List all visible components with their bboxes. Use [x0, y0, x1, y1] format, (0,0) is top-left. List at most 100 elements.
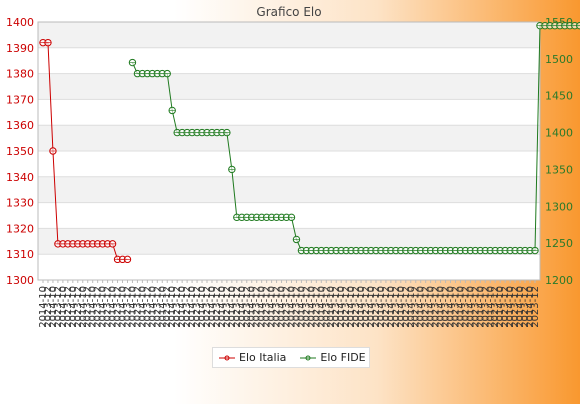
x-tick-label: 2014-10 [177, 286, 188, 328]
plot-band [38, 125, 540, 151]
x-tick-label: 2014-10 [227, 286, 238, 328]
x-tick-label: 2023-12 [371, 286, 382, 328]
y-right-tick-label: 1350 [545, 163, 573, 176]
x-tick-label: 2014-10 [58, 286, 69, 328]
x-tick-label: 2023-12 [113, 286, 124, 328]
x-tick-label: 2014-10 [197, 286, 208, 328]
x-tick-label: 2023-12 [93, 286, 104, 328]
x-tick-label: 2014-10 [108, 286, 119, 328]
x-tick-label: 2014-10 [495, 286, 506, 328]
x-tick-label: 2014-10 [257, 286, 268, 328]
x-tick-label: 2023-12 [83, 286, 94, 328]
y-left-tick-label: 1330 [6, 197, 34, 210]
x-tick-label: 2014-10 [207, 286, 218, 328]
x-tick-label: 2023-12 [272, 286, 283, 328]
x-tick-label: 2014-10 [237, 286, 248, 328]
x-tick-label: 2014-10 [366, 286, 377, 328]
y-right-tick-label: 1250 [545, 237, 573, 250]
x-tick-label: 2023-12 [431, 286, 442, 328]
x-tick-label: 2023-12 [321, 286, 332, 328]
x-tick-label: 2023-12 [470, 286, 481, 328]
y-left-tick-label: 1320 [6, 222, 34, 235]
x-tick-label: 2023-12 [63, 286, 74, 328]
y-left-tick-label: 1340 [6, 171, 34, 184]
x-tick-label: 2023-12 [530, 286, 541, 328]
y-left-tick-label: 1360 [6, 119, 34, 132]
x-tick-label: 2023-12 [331, 286, 342, 328]
y-right-tick-label: 1450 [545, 90, 573, 103]
x-tick-label: 2023-12 [480, 286, 491, 328]
x-tick-label: 2014-10 [406, 286, 417, 328]
y-left-tick-label: 1390 [6, 42, 34, 55]
x-tick-label: 2023-12 [291, 286, 302, 328]
x-tick-label: 2023-12 [182, 286, 193, 328]
x-tick-label: 2014-10 [167, 286, 178, 328]
x-tick-label: 2014-10 [485, 286, 496, 328]
x-tick-label: 2023-12 [401, 286, 412, 328]
x-tick-label: 2023-12 [53, 286, 64, 328]
x-tick-label: 2023-12 [122, 286, 133, 328]
x-tick-label: 2023-12 [202, 286, 213, 328]
x-tick-label: 2014-10 [68, 286, 79, 328]
x-tick-label: 2023-12 [441, 286, 452, 328]
y-left-tick-label: 1400 [6, 16, 34, 29]
legend-item-elo-italia: Elo Italia [219, 351, 286, 364]
x-tick-label: 2023-12 [510, 286, 521, 328]
x-tick-label: 2014-10 [475, 286, 486, 328]
x-tick-label: 2023-12 [242, 286, 253, 328]
x-tick-label: 2023-12 [361, 286, 372, 328]
x-tick-label: 2014-10 [88, 286, 99, 328]
x-tick-label: 2014-10 [48, 286, 59, 328]
x-tick-label: 2014-10 [187, 286, 198, 328]
x-tick-label: 2023-12 [142, 286, 153, 328]
chart-legend: Elo Italia Elo FIDE [212, 347, 370, 368]
x-tick-label: 2023-12 [460, 286, 471, 328]
x-tick-label: 2014-10 [386, 286, 397, 328]
legend-swatch-elo-fide [300, 355, 317, 360]
y-left-tick-label: 1310 [6, 248, 34, 261]
x-tick-label: 2023-12 [252, 286, 263, 328]
x-tick-label: 2014-10 [346, 286, 357, 328]
x-tick-label: 2023-12 [103, 286, 114, 328]
x-tick-label: 2023-12 [132, 286, 143, 328]
x-tick-label: 2023-12 [391, 286, 402, 328]
x-tick-label: 2014-10 [306, 286, 317, 328]
x-tick-label: 2014-10 [446, 286, 457, 328]
legend-swatch-elo-italia [219, 355, 235, 360]
plot-band [38, 176, 540, 203]
x-tick-label: 2014-10 [465, 286, 476, 328]
x-tick-label: 2023-12 [311, 286, 322, 328]
plot-band [38, 22, 540, 48]
y-right-tick-label: 1300 [545, 200, 573, 213]
x-tick-label: 2014-10 [436, 286, 447, 328]
x-tick-label: 2014-10 [326, 286, 337, 328]
x-tick-label: 2023-12 [172, 286, 183, 328]
x-tick-label: 2014-10 [127, 286, 138, 328]
x-tick-label: 2023-12 [192, 286, 203, 328]
x-tick-label: 2023-12 [421, 286, 432, 328]
plot-band [38, 151, 540, 177]
x-tick-label: 2014-10 [525, 286, 536, 328]
plot-band [38, 99, 540, 126]
x-tick-label: 2014-10 [38, 286, 49, 328]
y-left-tick-label: 1300 [6, 274, 34, 287]
plot-area-border [37, 21, 541, 281]
legend-item-elo-fide: Elo FIDE [300, 351, 366, 364]
x-tick-label: 2014-10 [376, 286, 387, 328]
x-tick-label: 2023-12 [232, 286, 243, 328]
y-right-tick-label: 1400 [545, 127, 573, 140]
x-tick-label: 2023-12 [212, 286, 223, 328]
x-tick-label: 2023-12 [73, 286, 84, 328]
x-tick-label: 2014-10 [396, 286, 407, 328]
x-tick-label: 2014-10 [316, 286, 327, 328]
x-tick-label: 2014-10 [98, 286, 109, 328]
x-tick-label: 2023-12 [301, 286, 312, 328]
y-right-tick-label: 1200 [545, 274, 573, 287]
y-left-tick-label: 1370 [6, 93, 34, 106]
x-tick-label: 2014-10 [296, 286, 307, 328]
x-tick-label: 2014-10 [217, 286, 228, 328]
x-tick-label: 2023-12 [411, 286, 422, 328]
x-tick-label: 2014-10 [426, 286, 437, 328]
